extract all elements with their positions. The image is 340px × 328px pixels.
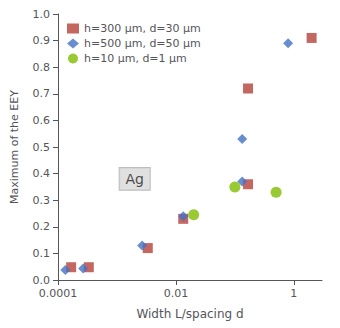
svg-text:Maximum of the EEY: Maximum of the EEY <box>8 90 21 204</box>
svg-text:0.4: 0.4 <box>33 167 51 180</box>
svg-text:h=500 μm, d=50 μm: h=500 μm, d=50 μm <box>84 37 201 50</box>
svg-text:Ag: Ag <box>125 171 143 187</box>
svg-text:0.2: 0.2 <box>33 220 51 233</box>
svg-text:0.1: 0.1 <box>33 247 51 260</box>
svg-text:0.9: 0.9 <box>33 34 51 47</box>
svg-text:0.3: 0.3 <box>33 194 51 207</box>
svg-text:0.6: 0.6 <box>33 114 51 127</box>
svg-text:1.0: 1.0 <box>33 8 51 21</box>
svg-text:0.0: 0.0 <box>33 274 51 287</box>
svg-text:Width L/spacing d: Width L/spacing d <box>136 307 243 321</box>
svg-text:0.8: 0.8 <box>33 61 51 74</box>
svg-text:h=300 μm, d=30 μm: h=300 μm, d=30 μm <box>84 22 201 35</box>
svg-text:1: 1 <box>290 287 297 300</box>
svg-text:0.5: 0.5 <box>33 141 51 154</box>
svg-text:0.7: 0.7 <box>33 87 51 100</box>
svg-text:0.0001: 0.0001 <box>39 287 78 300</box>
svg-text:0.01: 0.01 <box>164 287 189 300</box>
svg-text:h=10 μm, d=1 μm: h=10 μm, d=1 μm <box>84 52 187 65</box>
